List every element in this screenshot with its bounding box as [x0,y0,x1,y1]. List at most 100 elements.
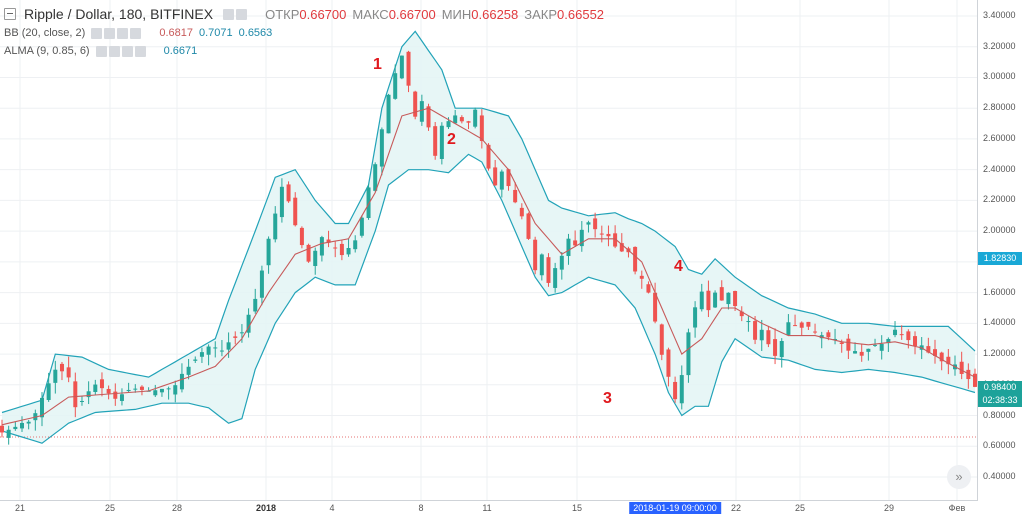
gear-icon[interactable] [236,8,248,20]
alma-legend-row: ALMA (9, 0.85, 6) 0.6671 [4,42,604,60]
price-tick-label: 0.80000 [983,409,1016,420]
candle-body [853,351,858,354]
time-tick-label: 28 [171,503,183,513]
candle-body [379,129,384,167]
minus-square-icon[interactable] [4,8,16,20]
candle-body [333,247,338,249]
candle-body [873,344,878,346]
close-icon[interactable] [134,45,146,57]
candle-body [913,336,918,347]
candle-body [946,356,951,365]
candle-body [73,381,78,408]
time-tick-label: 25 [104,503,116,513]
candle-body [239,332,244,334]
candle-body [53,369,58,383]
candle-body [246,314,251,333]
price-tick-label: 2.00000 [983,225,1016,236]
candle-body [213,347,218,349]
eye-icon[interactable] [223,8,235,20]
eye-icon[interactable] [91,27,103,39]
price-tick-label: 0.60000 [983,440,1016,451]
annotation-1[interactable]: 1 [373,56,382,73]
candle-body [86,391,91,398]
annotation-3[interactable]: 3 [603,390,612,407]
candle-body [499,171,504,190]
time-tick-label: 8 [418,503,424,513]
candle-body [386,94,391,134]
bollinger-upper-band [1,30,976,414]
candle-body [139,386,144,390]
candle-body [553,268,558,288]
candle-body [506,169,511,187]
candle-body [606,233,611,237]
more-icon[interactable] [121,45,133,57]
candle-body [906,331,911,341]
more-icon[interactable] [117,27,129,39]
double-chevron-right-icon[interactable]: » [947,465,971,489]
candle-body [13,426,18,430]
candle-body [439,125,444,159]
bb-middle-value: 0.6817 [159,27,193,39]
candle-body [779,341,784,358]
candle-body [879,343,884,351]
candle-body [193,359,198,361]
candle-body [706,290,711,311]
candle-body [566,238,571,257]
candle-body [586,222,591,225]
price-axis-border [977,0,978,500]
candle-body [886,338,891,344]
candle-body [859,351,864,356]
candle-body [59,363,64,372]
candle-body [973,373,977,387]
low-value: 0.66258 [471,6,519,22]
candle-body [199,352,204,357]
close-label: ЗАКР [524,6,558,22]
candle-body [559,255,564,270]
candle-body [46,383,51,400]
bb-legend-row: BB (20, close, 2) 0.6817 0.7071 0.6563 [4,24,604,42]
alma-indicator-name: ALMA (9, 0.85, 6) [4,45,90,57]
chart-grid [0,0,977,500]
candle-body [106,388,111,394]
candle-body [359,217,364,236]
annotation-4[interactable]: 4 [674,258,683,275]
candle-body [806,321,811,327]
candle-body [539,254,544,276]
close-value: 0.66552 [557,6,605,22]
gear-icon[interactable] [108,45,120,57]
close-icon[interactable] [130,27,142,39]
candle-body [286,184,291,202]
candle-body [339,243,344,256]
candle-body [893,329,898,336]
candle-body [179,373,184,390]
candle-body [633,246,638,272]
candle-body [846,338,851,351]
candle-body [686,332,691,376]
candle-body [126,389,131,392]
candle-body [619,243,624,252]
candle-body [766,330,771,345]
candle-body [966,369,971,380]
candle-body [773,339,778,356]
candle-body [739,311,744,317]
candle-body [399,55,404,79]
eye-icon[interactable] [95,45,107,57]
open-value: 0.66700 [299,6,347,22]
candle-body [26,421,31,424]
annotation-2[interactable]: 2 [447,131,456,148]
low-label: МИН [441,6,472,22]
countdown-tag: 02:38:33 [978,394,1022,408]
candle-body [446,121,451,128]
candle-body [433,126,438,156]
candle-body [166,388,171,390]
price-tick-label: 2.60000 [983,132,1016,143]
price-tick-label: 0.40000 [983,471,1016,481]
candle-body [413,91,418,117]
high-label: МАКС [352,6,389,22]
gear-icon[interactable] [104,27,116,39]
candle-body [599,233,604,235]
candle-body [546,257,551,283]
time-tick-label: 15 [571,503,583,513]
candle-body [426,106,431,128]
